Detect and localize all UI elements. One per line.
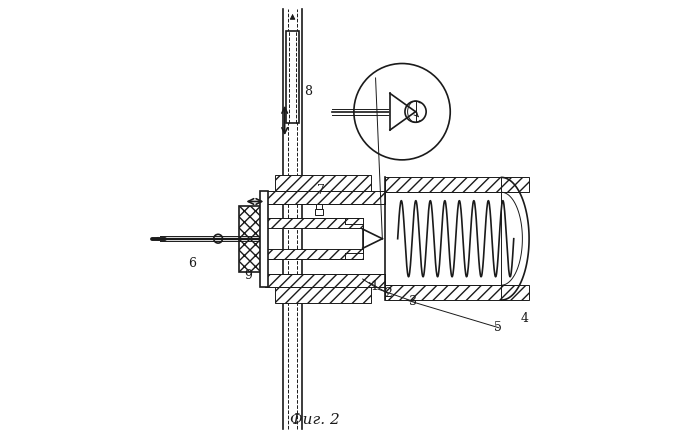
Text: 8: 8 [304, 85, 312, 99]
Text: 1: 1 [371, 280, 379, 293]
Text: 6: 6 [188, 257, 196, 270]
Bar [275, 175, 371, 191]
Text: 5: 5 [494, 321, 503, 334]
Bar [384, 177, 529, 192]
Text: Фиг. 2: Фиг. 2 [289, 413, 339, 427]
Bar [384, 285, 529, 300]
Bar [287, 31, 298, 123]
Bar [315, 208, 323, 215]
Text: 7: 7 [317, 184, 325, 197]
Bar [260, 191, 268, 287]
Text: 3: 3 [409, 295, 417, 308]
Bar [266, 274, 384, 287]
Polygon shape [390, 93, 415, 130]
Bar [316, 204, 322, 208]
Text: 4: 4 [521, 312, 528, 325]
Text: 9: 9 [244, 269, 252, 283]
Bar [266, 191, 384, 204]
Bar [275, 287, 371, 303]
Bar [266, 218, 363, 228]
Bar [266, 249, 363, 259]
Bar [239, 206, 266, 272]
Text: 2: 2 [384, 287, 392, 300]
